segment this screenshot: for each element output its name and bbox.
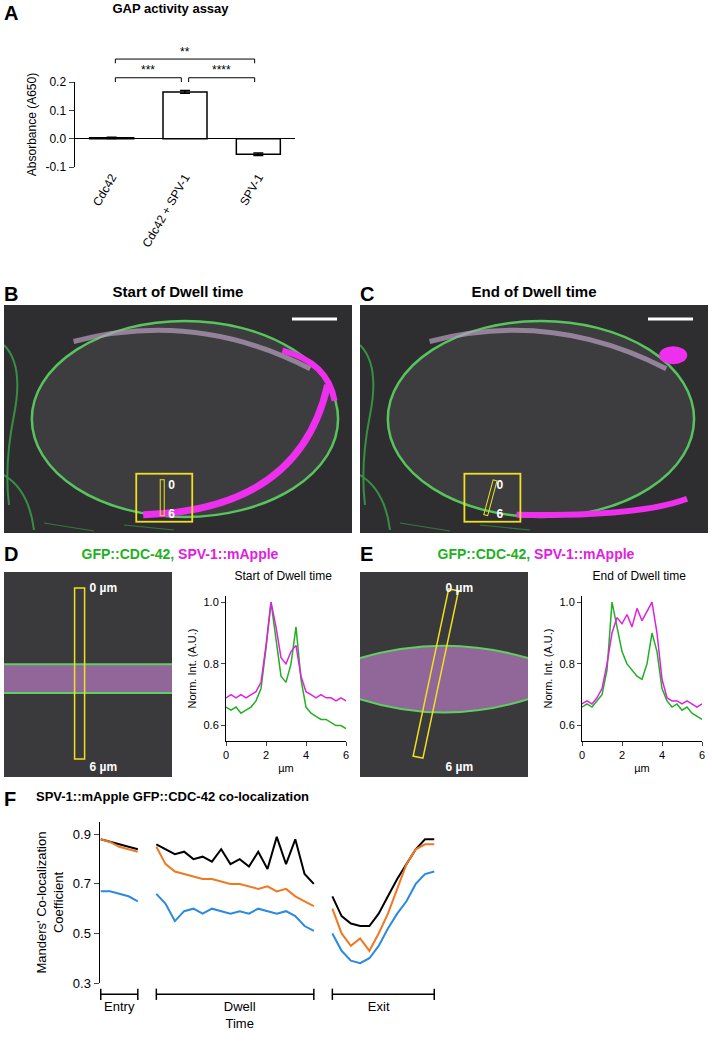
svg-text:Cdc42: Cdc42 <box>90 171 120 208</box>
html-text:C: C <box>360 283 375 305</box>
html-text:B: B <box>4 283 19 305</box>
html-text:F: F <box>4 788 17 810</box>
svg-text:0.0: 0.0 <box>49 132 66 146</box>
svg-text:Entry: Entry <box>104 999 135 1014</box>
svg-text:6: 6 <box>168 507 175 521</box>
svg-text:Cdc42 + SPV-1: Cdc42 + SPV-1 <box>139 171 192 250</box>
html-text:E: E <box>360 543 374 565</box>
svg-text:DwellTime: DwellTime <box>224 999 256 1031</box>
svg-text:6: 6 <box>343 749 349 761</box>
svg-text:0.9: 0.9 <box>73 827 91 842</box>
svg-text:µm: µm <box>634 762 650 774</box>
html-text:D: D <box>4 543 19 565</box>
svg-text:0.3: 0.3 <box>73 976 91 991</box>
svg-text:0.6: 0.6 <box>560 719 575 731</box>
svg-text:6 µm: 6 µm <box>446 760 474 774</box>
svg-text:Start of Dwell time: Start of Dwell time <box>235 569 333 583</box>
svg-text:1.0: 1.0 <box>560 596 575 608</box>
svg-text:0.1: 0.1 <box>49 104 66 118</box>
svg-text:0.2: 0.2 <box>49 75 66 89</box>
svg-text:GAP activity assay: GAP activity assay <box>112 1 229 16</box>
svg-text:0.7: 0.7 <box>73 876 91 891</box>
svg-text:0 µm: 0 µm <box>90 581 118 595</box>
html-text:A: A <box>4 2 19 24</box>
svg-text:4: 4 <box>303 749 309 761</box>
svg-text:-0.1: -0.1 <box>45 160 66 174</box>
svg-text:0.6: 0.6 <box>204 719 219 731</box>
svg-text:Absorbance (A650): Absorbance (A650) <box>25 73 39 176</box>
svg-text:6 µm: 6 µm <box>90 760 118 774</box>
svg-text:***: *** <box>141 63 155 77</box>
svg-text:Norm. Int. (A.U.): Norm. Int. (A.U.) <box>542 628 554 708</box>
svg-text:0: 0 <box>223 749 229 761</box>
svg-text:Exit: Exit <box>368 999 390 1014</box>
svg-text:1.0: 1.0 <box>204 596 219 608</box>
svg-text:0: 0 <box>168 478 175 492</box>
svg-text:SPV-1: SPV-1 <box>237 171 266 208</box>
svg-text:End of Dwell time: End of Dwell time <box>593 569 687 583</box>
html-text:Start of Dwell time: Start of Dwell time <box>112 283 244 300</box>
html-text:GFP::CDC-42, SPV-1::mApple: GFP::CDC-42, SPV-1::mApple <box>81 546 279 562</box>
svg-text:0 µm: 0 µm <box>446 581 474 595</box>
svg-text:****: **** <box>212 63 231 77</box>
svg-text:Norm. Int. (A.U.): Norm. Int. (A.U.) <box>186 628 198 708</box>
svg-text:0.8: 0.8 <box>204 658 219 670</box>
svg-text:**: ** <box>180 45 190 59</box>
svg-text:6: 6 <box>496 507 503 521</box>
svg-text:Manders' Co-localizationCoeffi: Manders' Co-localizationCoefficient <box>34 832 66 974</box>
html-text:End of Dwell time: End of Dwell time <box>471 283 597 300</box>
svg-text:6: 6 <box>699 749 705 761</box>
svg-text:2: 2 <box>263 749 269 761</box>
svg-text:0: 0 <box>579 749 585 761</box>
svg-text:0.5: 0.5 <box>73 926 91 941</box>
svg-text:0: 0 <box>496 478 503 492</box>
svg-text:µm: µm <box>278 762 294 774</box>
svg-text:2: 2 <box>619 749 625 761</box>
html-text:GFP::CDC-42, SPV-1::mApple: GFP::CDC-42, SPV-1::mApple <box>437 546 635 562</box>
svg-text:SPV-1::mApple GFP::CDC-42 co-l: SPV-1::mApple GFP::CDC-42 co-localizatio… <box>36 789 309 804</box>
svg-text:4: 4 <box>659 749 665 761</box>
svg-text:0.8: 0.8 <box>560 658 575 670</box>
